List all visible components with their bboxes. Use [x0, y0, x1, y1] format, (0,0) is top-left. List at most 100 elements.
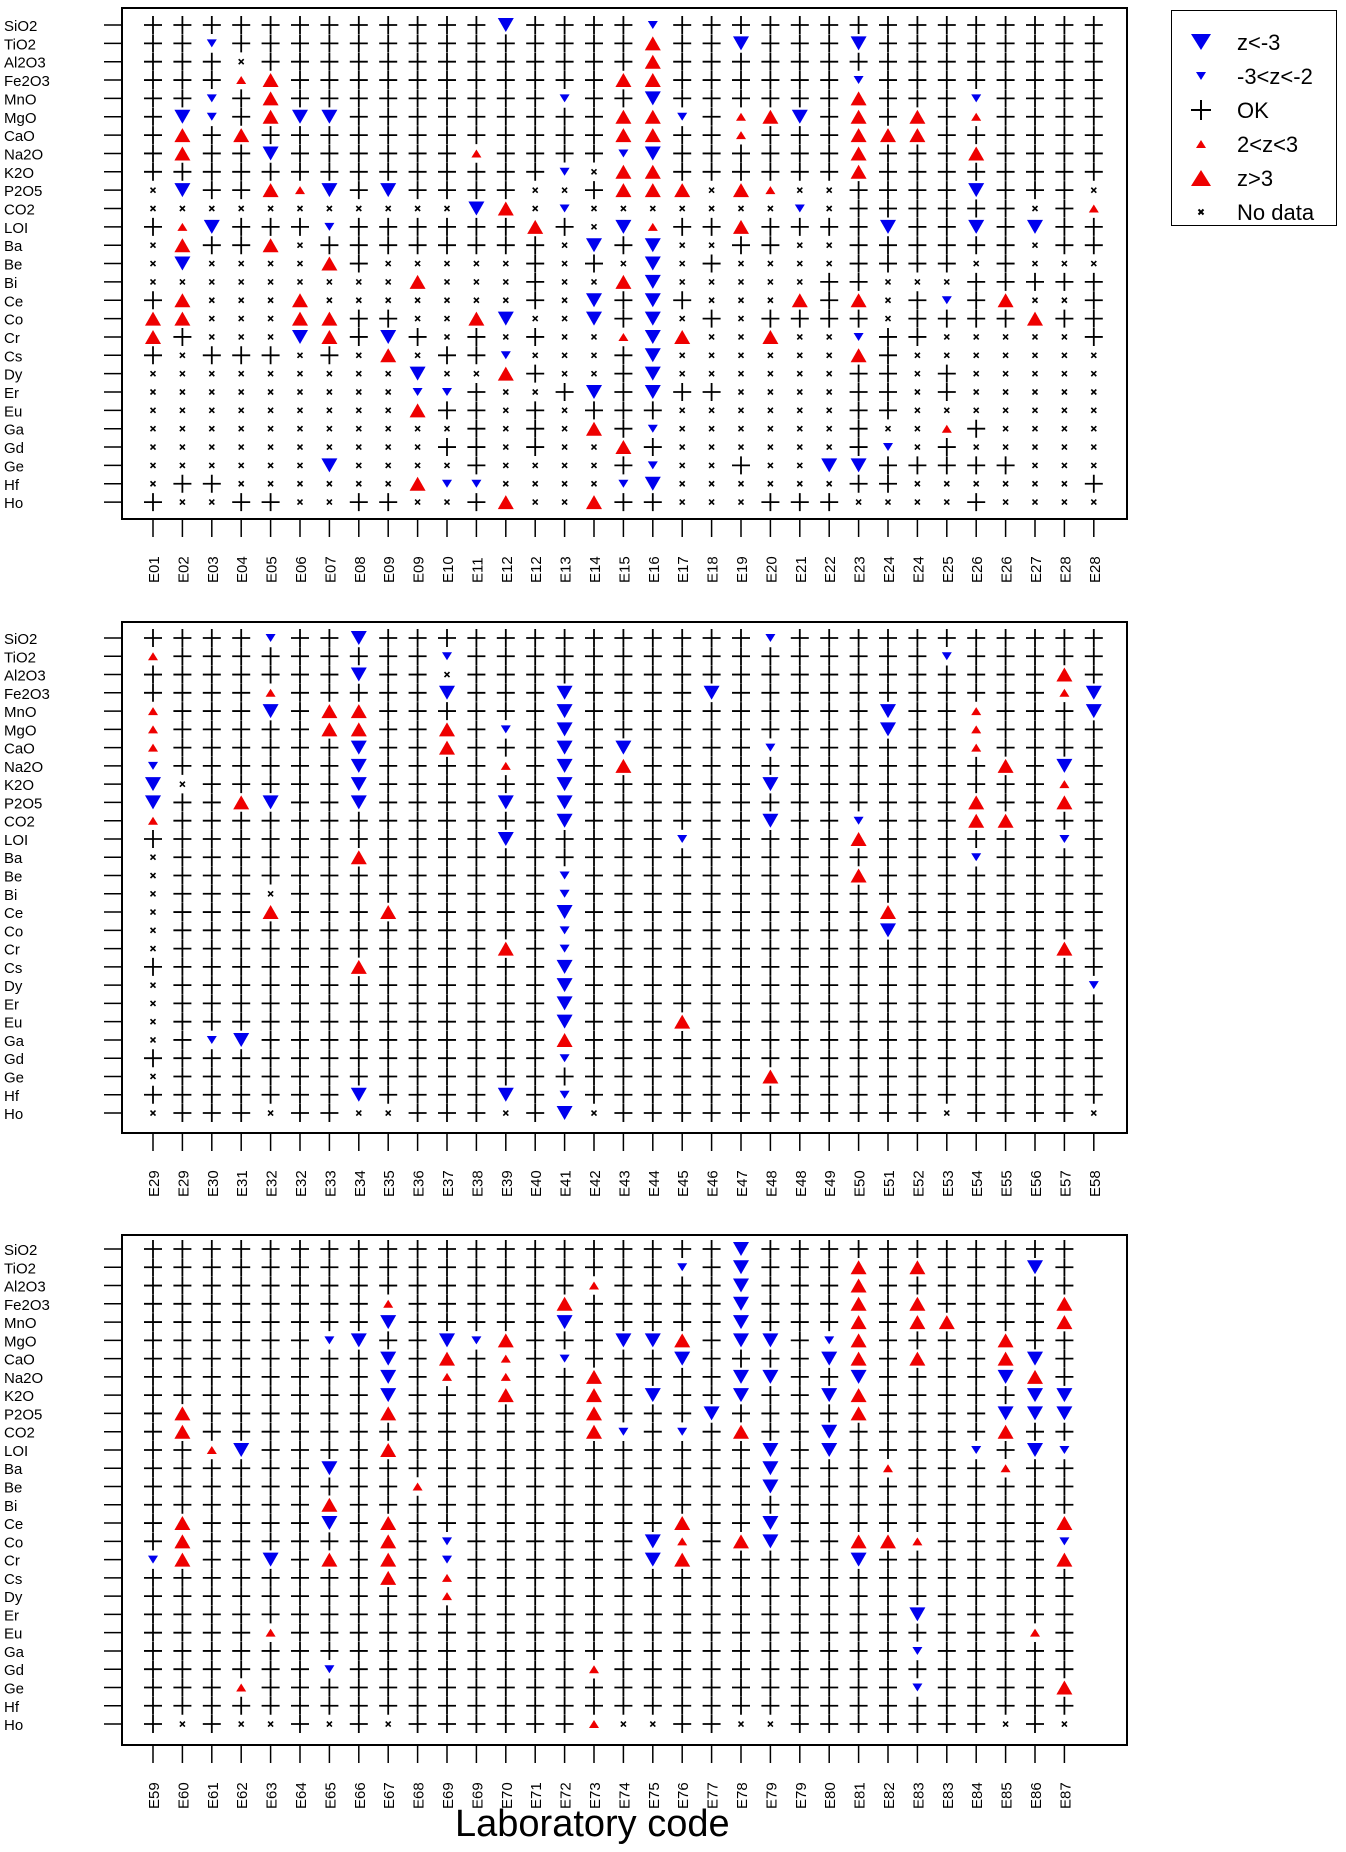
- marker-z-between-m3-m2: [912, 1646, 923, 1655]
- marker-ok: [438, 1696, 456, 1715]
- marker-ok: [496, 1587, 515, 1606]
- marker-ok: [1084, 1067, 1103, 1086]
- marker-ok: [467, 1532, 486, 1551]
- plot-frame: [121, 1234, 1128, 1746]
- marker-ok: [291, 1258, 309, 1277]
- marker-z-above-3: [233, 795, 250, 810]
- marker-z-between-2-3: [1030, 1628, 1040, 1637]
- marker-ok: [820, 1367, 839, 1386]
- marker-no-data: [1090, 260, 1097, 267]
- marker-ok: [408, 1587, 427, 1606]
- marker-ok: [614, 1587, 633, 1606]
- marker-ok: [702, 1240, 721, 1258]
- marker-ok: [732, 1404, 750, 1423]
- marker-ok: [232, 848, 251, 867]
- marker-ok: [967, 647, 986, 666]
- marker-no-data: [473, 260, 480, 267]
- marker-ok: [408, 1495, 427, 1514]
- marker-no-data: [502, 278, 509, 285]
- marker-z-above-3: [350, 959, 367, 974]
- marker-ok: [173, 829, 192, 848]
- marker-ok: [790, 866, 809, 885]
- marker-ok: [996, 199, 1015, 218]
- marker-ok: [673, 994, 692, 1013]
- marker-ok: [526, 291, 545, 310]
- marker-z-above-3: [850, 1333, 867, 1348]
- marker-ok: [291, 1605, 309, 1624]
- marker-ok: [173, 52, 192, 71]
- x-tick-label: E80: [822, 1782, 839, 1809]
- marker-ok: [173, 1440, 192, 1459]
- marker-z-below-3: [350, 777, 367, 792]
- marker-no-data: [708, 297, 715, 304]
- marker-ok: [790, 994, 809, 1013]
- marker-z-below-3: [644, 1333, 661, 1348]
- marker-ok: [202, 1258, 221, 1277]
- marker-no-data: [443, 499, 451, 506]
- marker-ok: [173, 811, 192, 830]
- marker-ok: [967, 1258, 986, 1277]
- marker-ok: [202, 1349, 221, 1368]
- marker-ok: [438, 181, 456, 200]
- marker-z-above-3: [262, 905, 279, 920]
- marker-ok: [555, 629, 574, 647]
- marker-ok: [261, 647, 280, 666]
- marker-ok: [879, 1678, 897, 1697]
- marker-ok: [673, 629, 692, 647]
- marker-z-below-3: [556, 813, 573, 828]
- marker-ok: [849, 217, 868, 236]
- marker-ok: [438, 756, 456, 775]
- marker-ok: [1084, 309, 1103, 328]
- marker-ok: [820, 1587, 839, 1606]
- marker-ok: [408, 848, 427, 867]
- marker-ok: [937, 1678, 956, 1697]
- y-tick-label: Dy: [4, 978, 23, 995]
- marker-ok: [496, 107, 515, 126]
- marker-no-data: [443, 425, 451, 432]
- marker-z-below-3: [644, 1388, 661, 1403]
- marker-ok: [761, 903, 780, 922]
- marker-ok: [614, 866, 633, 885]
- marker-ok: [408, 665, 427, 684]
- marker-ok: [996, 1495, 1015, 1514]
- marker-no-data: [326, 370, 333, 377]
- marker-no-data: [208, 297, 215, 304]
- marker-z-above-3: [586, 1369, 602, 1384]
- marker-ok: [879, 1030, 897, 1049]
- marker-ok: [555, 34, 574, 53]
- marker-ok: [585, 939, 603, 958]
- marker-no-data: [1090, 425, 1097, 432]
- marker-ok: [879, 1258, 897, 1277]
- marker-ok: [673, 1715, 692, 1734]
- marker-ok: [643, 665, 662, 684]
- marker-ok: [732, 1641, 750, 1660]
- marker-ok: [996, 254, 1015, 273]
- marker-no-data: [385, 205, 392, 212]
- marker-ok: [967, 1422, 986, 1441]
- marker-ok: [555, 383, 574, 401]
- marker-ok: [526, 1104, 545, 1123]
- marker-ok: [643, 1605, 662, 1624]
- marker-no-data: [355, 462, 362, 469]
- marker-z-above-3: [850, 831, 867, 846]
- marker-ok: [438, 1030, 456, 1049]
- marker-ok: [937, 1067, 956, 1086]
- marker-ok: [1055, 16, 1074, 34]
- marker-no-data: [826, 260, 833, 267]
- marker-ok: [1084, 720, 1103, 739]
- marker-ok: [702, 1349, 721, 1368]
- marker-ok: [144, 1568, 162, 1587]
- marker-ok: [879, 52, 897, 71]
- marker-z-between-m3-m2: [824, 1336, 835, 1345]
- marker-ok: [467, 903, 486, 922]
- marker-ok: [996, 1568, 1015, 1587]
- marker-z-between-m3-m2: [559, 204, 570, 213]
- marker-ok: [232, 756, 251, 775]
- marker-no-data: [914, 480, 921, 487]
- marker-z-below-3: [644, 1552, 661, 1567]
- marker-z-between-m3-m2: [324, 1665, 335, 1674]
- marker-ok: [937, 884, 956, 903]
- marker-ok: [467, 1440, 486, 1459]
- marker-ok: [790, 921, 809, 940]
- marker-no-data: [238, 425, 245, 432]
